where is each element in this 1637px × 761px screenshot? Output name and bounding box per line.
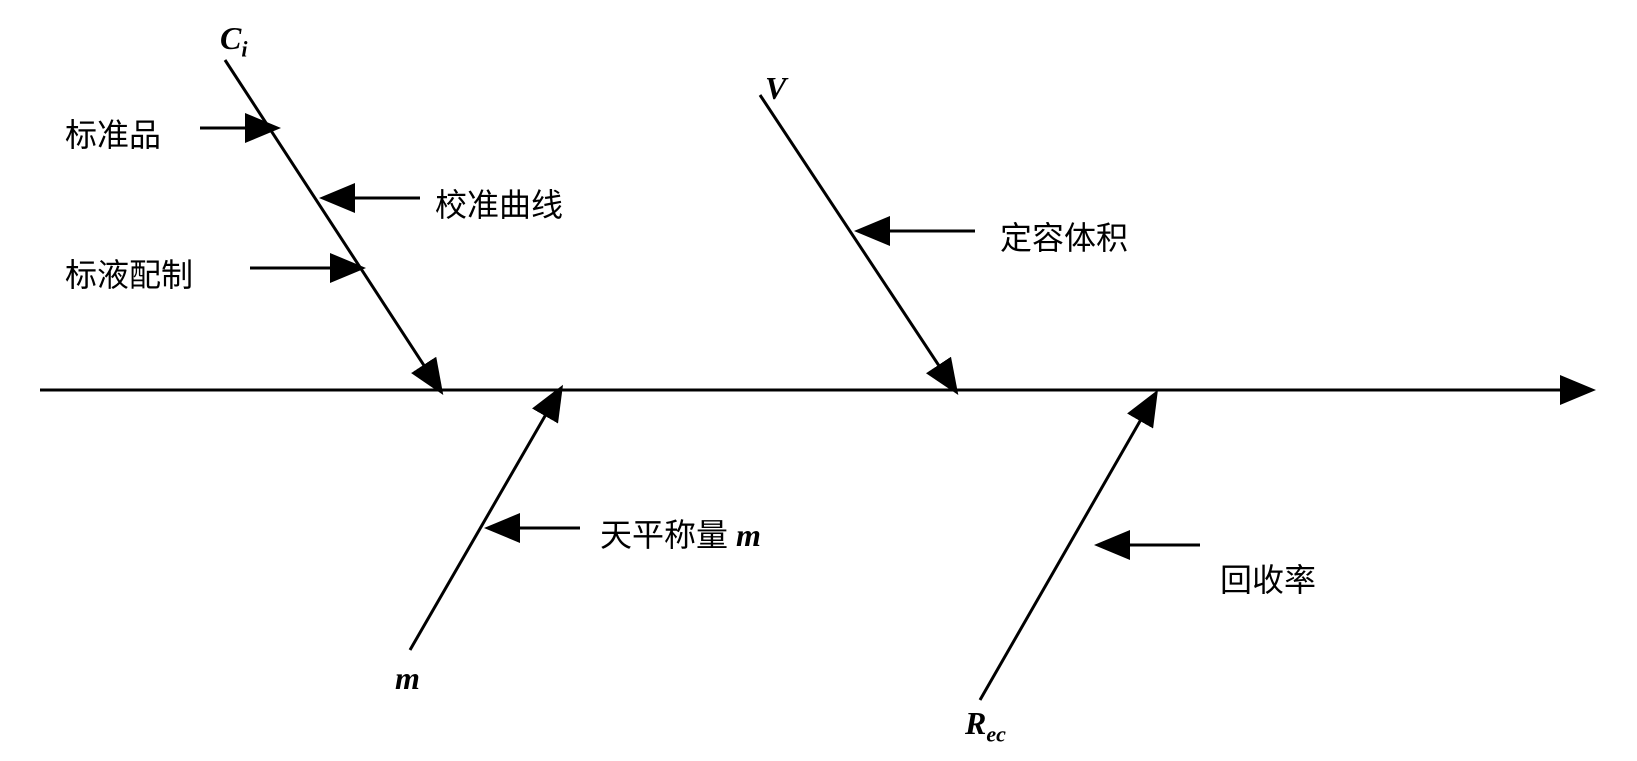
sub-label-solution: 标液配制	[65, 250, 193, 296]
branch-ci	[225, 60, 440, 390]
branch-rec	[980, 395, 1155, 700]
sub-label-balance: 天平称量 m	[600, 510, 761, 556]
branch-label-ci: Ci	[220, 20, 247, 62]
sub-label-standard: 标准品	[65, 110, 161, 156]
branch-label-m: m	[395, 660, 420, 697]
sub-label-recovery: 回收率	[1220, 555, 1316, 601]
branch-v	[760, 95, 955, 390]
fishbone-diagram: Ci 标准品校准曲线标液配制 V 定容体积 m 天平称量 m Rec 回收率	[0, 0, 1637, 761]
diagram-svg	[0, 0, 1637, 761]
branch-m	[410, 390, 560, 650]
branch-label-v: V	[765, 70, 786, 107]
branch-label-rec: Rec	[965, 705, 1006, 747]
sub-label-volume: 定容体积	[1000, 213, 1128, 259]
sub-label-calibration: 校准曲线	[435, 180, 563, 226]
